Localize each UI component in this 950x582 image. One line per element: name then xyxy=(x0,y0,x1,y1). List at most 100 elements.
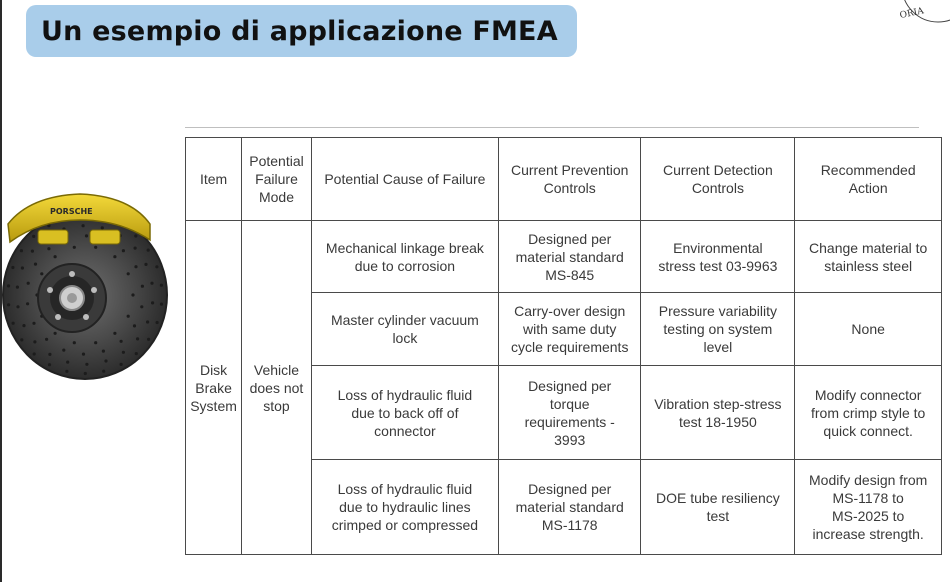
disc-hole xyxy=(134,234,138,238)
header-detection: Current Detection Controls xyxy=(640,137,796,221)
disc-hole xyxy=(155,320,159,325)
disc-hole xyxy=(65,369,69,373)
detection-cell: DOE tube resiliency test xyxy=(640,459,796,555)
disc-hole xyxy=(32,352,36,356)
disc-hole xyxy=(85,362,89,366)
disc-hole xyxy=(11,321,15,325)
table-row: Master cylinder vacuum lock Carry-over d… xyxy=(186,292,942,366)
disc-hole xyxy=(26,281,30,285)
action-cell: None xyxy=(794,292,942,366)
disc-hole xyxy=(16,305,20,309)
disc-hole xyxy=(113,331,117,335)
header-action: Recommended Action xyxy=(794,137,942,221)
disc-hole xyxy=(15,285,19,289)
left-edge-rule xyxy=(0,0,2,582)
disc-hole xyxy=(66,360,70,364)
disc-hole xyxy=(140,284,144,288)
header-failure-mode: Potential Failure Mode xyxy=(241,137,312,221)
cause-cell: Loss of hydraulic fluid due to back off … xyxy=(310,364,499,461)
caliper-logo-text: PORSCHE xyxy=(50,207,93,216)
disc-hole xyxy=(62,348,66,352)
disc-hole xyxy=(151,301,155,305)
detection-cell: Environmental stress test 03-9963 xyxy=(640,219,796,294)
disc-hole xyxy=(134,352,138,356)
disc-hole xyxy=(32,234,36,238)
table-header-row: Item Potential Failure Mode Potential Ca… xyxy=(184,137,942,221)
disc-hole xyxy=(102,369,106,373)
disc-hole xyxy=(121,350,125,354)
disc-hole xyxy=(121,249,125,253)
disc-hole xyxy=(47,224,51,228)
table-row: Loss of hydraulic fluid due to hydraulic… xyxy=(186,459,942,555)
brake-disc-image: PORSCHE xyxy=(2,193,168,380)
disc-hole xyxy=(30,249,34,253)
disc-hole xyxy=(47,247,51,251)
disc-hole xyxy=(147,337,151,341)
disc-hole xyxy=(53,255,57,259)
disc-hole xyxy=(26,302,30,306)
disc-hole xyxy=(40,272,44,276)
disc-hole xyxy=(20,266,24,270)
disc-hole xyxy=(33,340,37,344)
disc-hole xyxy=(11,265,15,270)
disc-hole xyxy=(72,245,76,249)
slide-title: Un esempio di applicazione FMEA xyxy=(41,15,558,47)
disc-hole xyxy=(20,338,24,342)
prevention-cell: Carry-over design with same duty cycle r… xyxy=(497,292,642,366)
disc-hole xyxy=(33,262,38,266)
disc-hole xyxy=(45,337,49,341)
prevention-cell: Designed per material standard MS-845 xyxy=(497,219,642,294)
failure-mode-cell: Vehicle does not stop xyxy=(241,220,312,555)
disc-hole xyxy=(119,362,123,366)
disc-hole xyxy=(19,249,23,253)
disc-hole xyxy=(47,363,52,367)
disc-hole xyxy=(159,302,164,306)
disc-hole xyxy=(6,284,11,288)
disc-hole xyxy=(155,265,159,269)
disc-hole xyxy=(144,262,148,266)
disc-hole xyxy=(22,324,26,328)
disc-hole xyxy=(83,371,87,376)
disc-hole xyxy=(81,352,86,356)
disc-hole xyxy=(132,324,137,328)
table-row: Loss of hydraulic fluid due to back off … xyxy=(186,364,942,461)
disc-hole xyxy=(72,341,76,345)
disc-hole xyxy=(119,339,123,343)
disc-hole xyxy=(32,321,36,325)
disc-hole xyxy=(48,352,52,356)
disc-hole xyxy=(134,265,138,269)
prevention-cell: Designed per torque requirements - 3993 xyxy=(497,364,642,461)
header-cause: Potential Cause of Failure xyxy=(310,137,499,221)
disc-hole xyxy=(136,337,140,341)
disc-hole xyxy=(53,331,57,335)
section-divider xyxy=(185,127,919,128)
item-cell: Disk Brake System xyxy=(184,220,243,555)
disc-hole xyxy=(94,245,98,249)
cause-cell: Master cylinder vacuum lock xyxy=(310,292,499,366)
prevention-cell: Designed per material standard MS-1178 xyxy=(497,459,642,555)
fmea-table: Item Potential Failure Mode Potential Ca… xyxy=(184,137,942,555)
corner-stamp-logo: ORIA xyxy=(899,0,950,23)
disc-hole xyxy=(140,305,144,309)
disc-hole xyxy=(131,293,135,297)
disc-hole xyxy=(146,320,150,324)
disc-hole xyxy=(101,349,105,353)
cause-cell: Mechanical linkage break due to corrosio… xyxy=(310,219,499,294)
disc-hole xyxy=(94,341,98,345)
action-cell: Modify connector from crimp style to qui… xyxy=(794,364,942,461)
disc-hole xyxy=(126,314,130,318)
detection-cell: Vibration step-stress test 18-1950 xyxy=(640,364,796,461)
disc-hole xyxy=(159,283,163,287)
disc-hole xyxy=(150,281,154,285)
cause-cell: Loss of hydraulic fluid due to hydraulic… xyxy=(310,459,499,555)
disc-hole xyxy=(146,248,150,252)
header-prevention: Current Prevention Controls xyxy=(497,137,642,221)
table-row: Disk Brake System Vehicle does not stop … xyxy=(184,219,942,555)
disc-hole xyxy=(100,226,104,230)
action-cell: Change material to stainless steel xyxy=(794,219,942,294)
disc-hole xyxy=(7,303,11,307)
title-banner: Un esempio di applicazione FMEA xyxy=(26,5,577,57)
disc-hole xyxy=(104,359,108,363)
detection-cell: Pressure variability testing on system l… xyxy=(640,292,796,366)
action-cell: Modify design from MS-1178 to MS-2025 to… xyxy=(794,459,942,555)
